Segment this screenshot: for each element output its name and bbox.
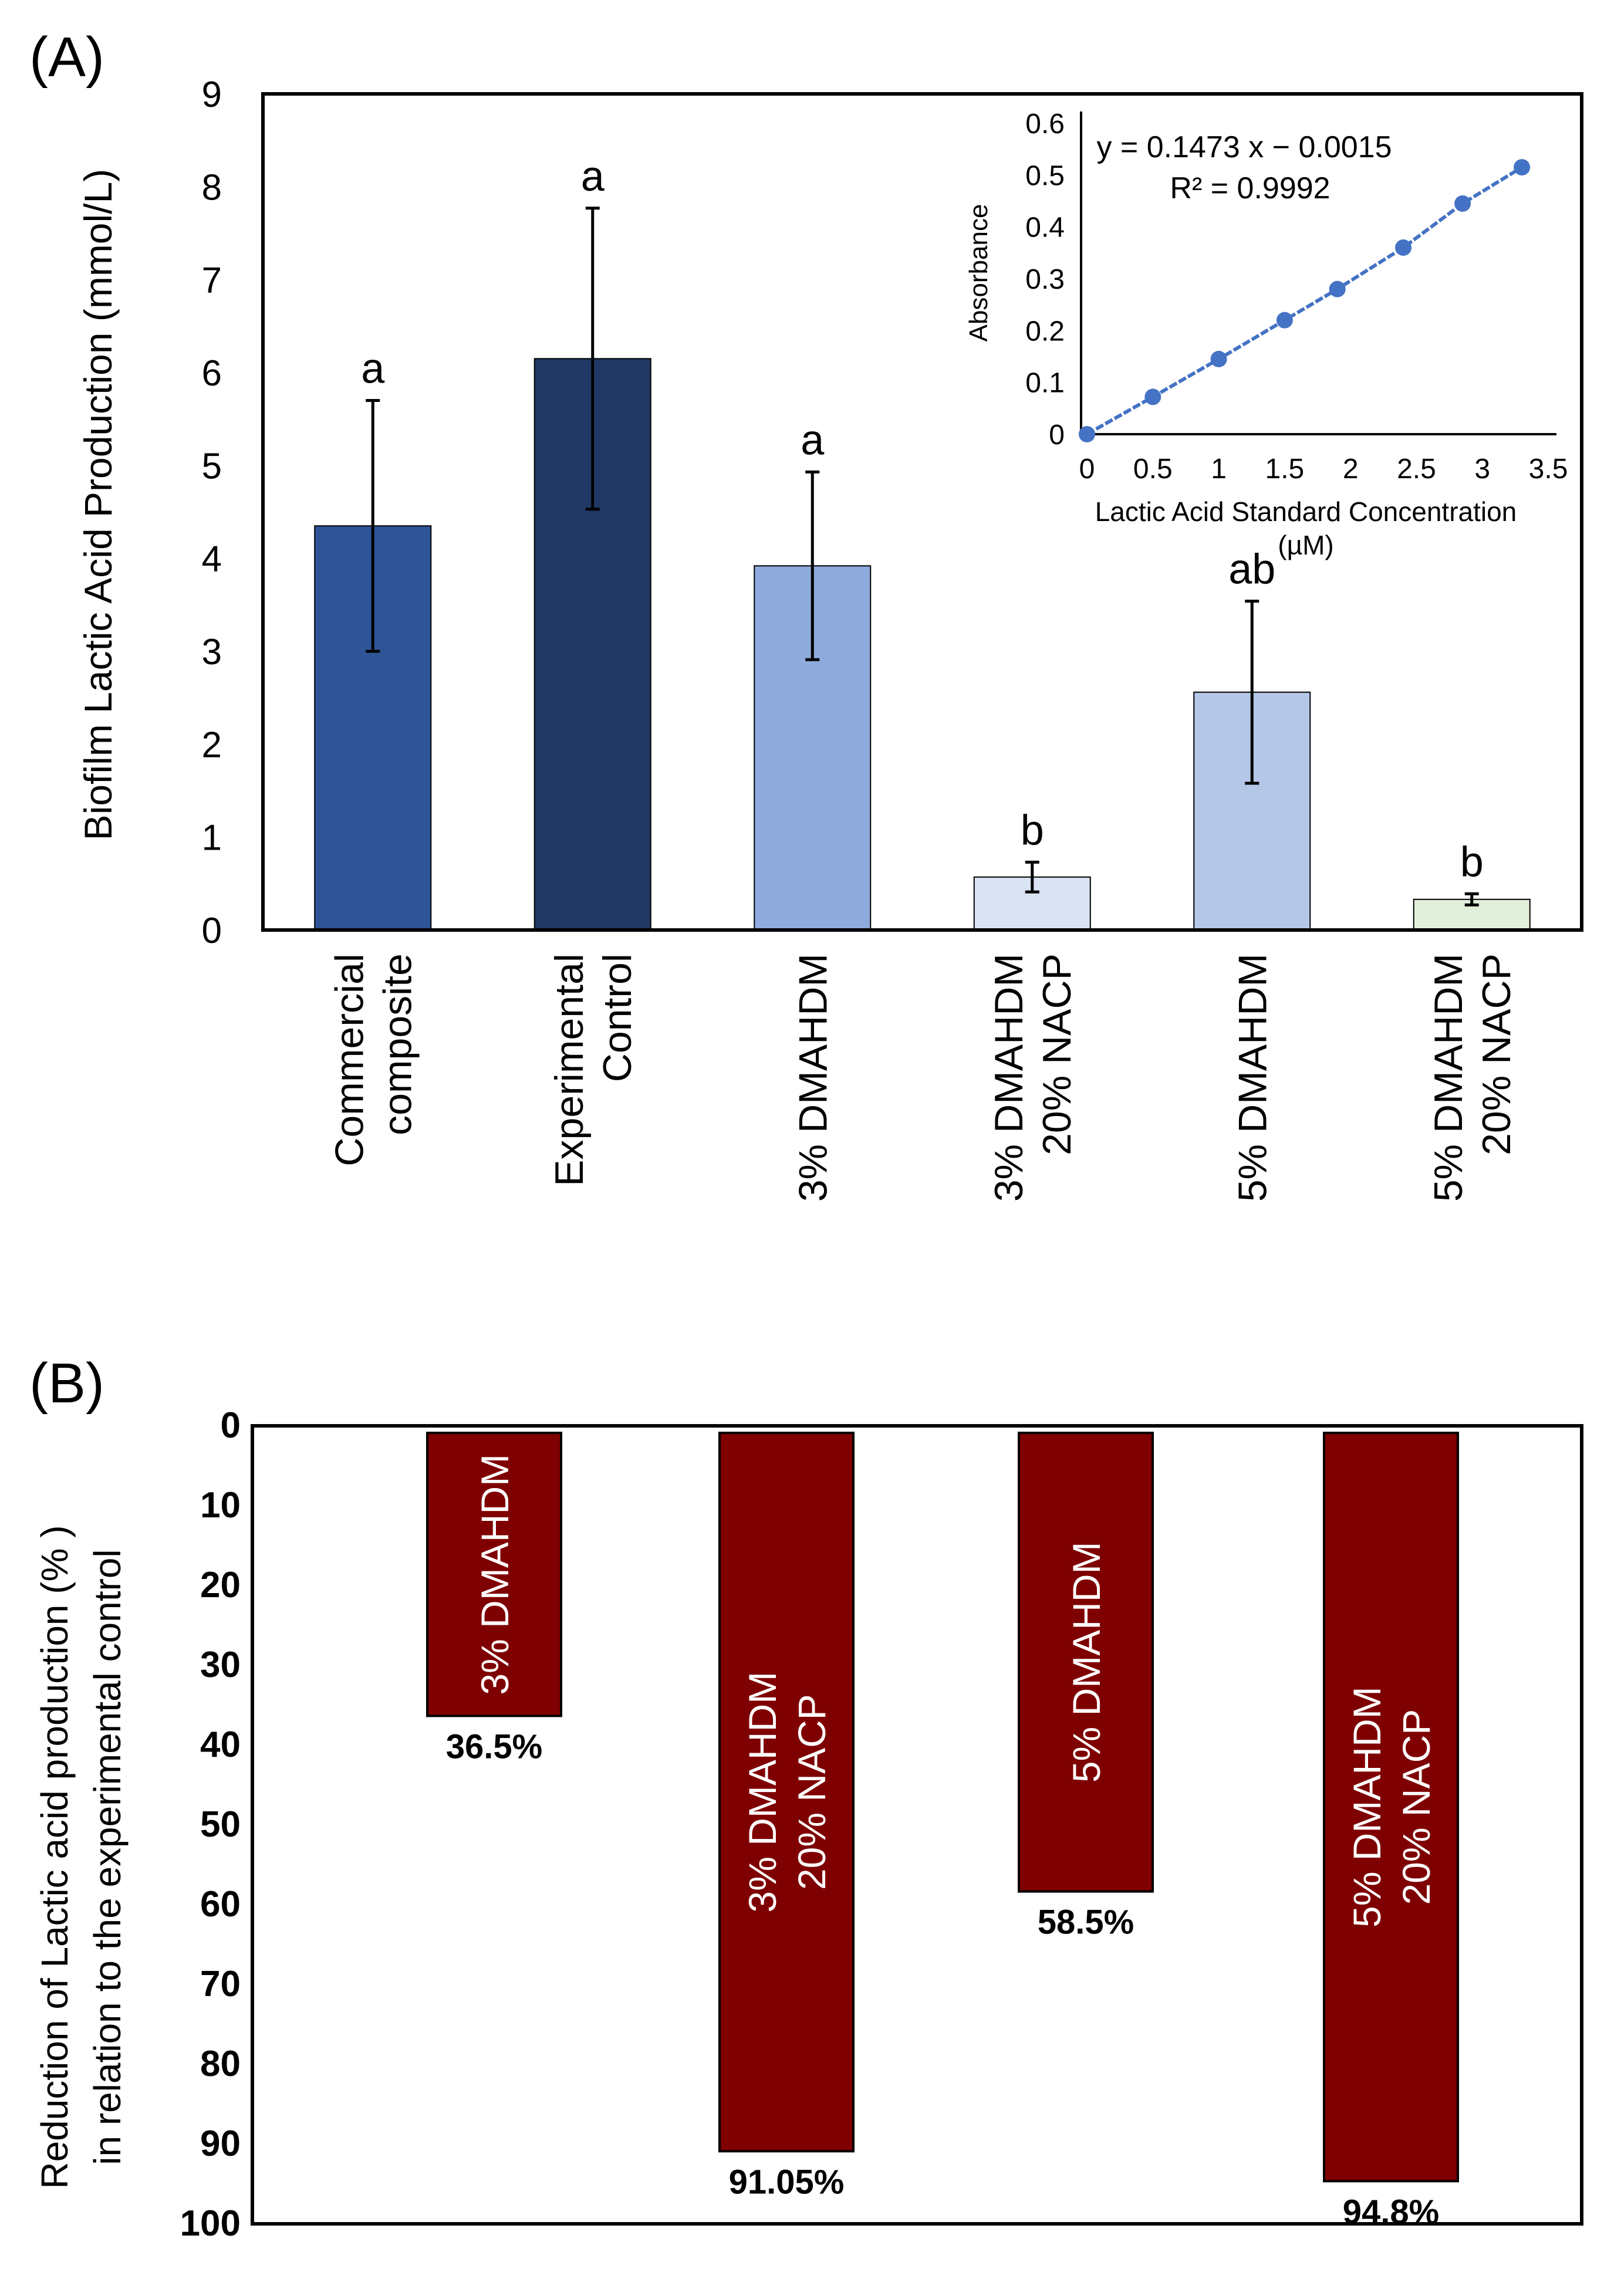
panel-b-y-tick-label: 20 (200, 1565, 241, 1605)
inset-x-tick-label: 0 (1079, 454, 1095, 485)
panel-b-y-tick-label: 0 (221, 1405, 241, 1446)
inset-y-tick-label: 0.4 (1025, 212, 1065, 244)
panel-b-y-tick-label: 70 (200, 1964, 241, 2004)
panel-b-bar-label: 3% DMAHDM (473, 1454, 516, 1695)
panel-b-bar-label: 3% DMAHDM (741, 1672, 784, 1913)
panel-a-y-tick-label: 1 (202, 818, 222, 858)
panel-b-y-axis-label-line1: Reduction of Lactic acid production (% ) (33, 1525, 76, 2189)
inset-data-point (1329, 280, 1346, 297)
inset-data-point (1454, 195, 1471, 212)
panel-a-y-tick-label: 9 (202, 75, 222, 115)
inset-ticks: 0 0.1 0.2 0.3 0.4 0.5 0.6 0 0.5 1 1.5 2 2.5 3 3.5 (1025, 109, 1568, 485)
inset-x-axis-label: Lactic Acid Standard Concentration (1095, 496, 1517, 527)
panel-b-bar-label: 5% DMAHDM (1345, 1686, 1389, 1928)
panel-a-y-tick-label: 4 (202, 539, 222, 580)
inset-x-tick-label: 3 (1474, 454, 1490, 485)
panel-b-bar (426, 1432, 562, 1717)
panel-b-y-tick-label: 100 (180, 2203, 241, 2244)
panel-b-y-tick-label: 60 (200, 1884, 241, 1925)
inset-data-point (1210, 350, 1227, 367)
panel-b-y-tick-label: 30 (200, 1645, 241, 1685)
panel-b-y-ticks: 0 10 20 30 40 50 60 70 80 90 100 (180, 1405, 241, 2244)
panel-b-bar-label: 5% DMAHDM (1065, 1541, 1108, 1783)
inset-x-tick-label: 2 (1343, 454, 1359, 485)
inset-y-tick-label: 0.1 (1025, 368, 1065, 399)
panel-a-plot-frame (261, 92, 1583, 932)
panel-b-y-tick-label: 90 (200, 2123, 241, 2164)
panel-b-plot-frame (251, 1424, 1583, 2226)
panel-b-value-label: 58.5% (1038, 1903, 1134, 1942)
inset-x-tick-label: 1 (1211, 454, 1227, 485)
panel-b-value-label: 36.5% (446, 1727, 542, 1766)
panel-a-category-labels: Commercial composite Experimental Control 3%… (327, 953, 1519, 1202)
panel-a-y-tick-label: 6 (202, 353, 222, 394)
inset-equation: y = 0.1473 x − 0.0015 (1096, 130, 1392, 164)
panel-a-significance-letter: ab (1228, 546, 1275, 593)
panel-a-category-label: 5% DMAHDM (1426, 953, 1471, 1202)
inset-y-axis-label: Absorbance (964, 204, 993, 342)
panel-a-category-label: 5% DMAHDM (1230, 953, 1275, 1202)
panel-a-label: (A) (29, 26, 104, 89)
inset-data-point (1144, 388, 1161, 405)
panel-b-y-axis-label-line2: in relation to the experimental control (86, 1549, 129, 2165)
panel-a-y-ticks: 0 1 2 3 4 5 6 7 8 9 (202, 75, 222, 951)
panel-a-y-tick-label: 2 (202, 725, 222, 765)
inset-x-axis-unit: (µM) (1278, 530, 1333, 560)
panel-a-significance-letter: a (801, 417, 825, 464)
inset-data-points (1079, 159, 1531, 442)
panel-b-label: (B) (29, 1352, 104, 1415)
panel-a-significance-letter: b (1460, 838, 1484, 885)
panel-a-category-label: 3% DMAHDM (791, 953, 835, 1202)
inset-data-point (1514, 159, 1531, 176)
panel-b-bar (718, 1432, 855, 2153)
panel-b-bar-label: 20% NACP (1394, 1709, 1438, 1905)
panel-b-y-tick-label: 40 (200, 1724, 241, 1765)
panel-a-category-label: 20% NACP (1035, 953, 1079, 1155)
panel-a-category-label: Control (595, 953, 640, 1082)
panel-a-y-tick-label: 5 (202, 446, 222, 486)
inset-data-point (1276, 312, 1293, 329)
inset-x-tick-label: 2.5 (1397, 454, 1436, 485)
inset-x-tick-label: 0.5 (1133, 454, 1173, 485)
inset-data-point (1079, 426, 1095, 442)
panel-a: (A) Biofilm Lactic Acid Production (mmol… (29, 26, 1583, 1202)
inset-data-point (1395, 239, 1412, 256)
panel-a-y-tick-label: 0 (202, 911, 222, 951)
panel-a-category-label: Commercial (327, 953, 372, 1166)
panel-b-bar (1018, 1432, 1154, 1893)
inset-r-squared: R² = 0.9992 (1170, 171, 1330, 205)
inset-calibration-chart: 0 0.1 0.2 0.3 0.4 0.5 0.6 0 0.5 1 1.5 2 2.5 3 3.5 y = … (964, 109, 1568, 560)
inset-y-tick-label: 0.5 (1025, 160, 1065, 191)
panel-a-category-label: Experimental (547, 953, 592, 1186)
panel-a-y-tick-label: 8 (202, 167, 222, 208)
panel-b-y-tick-label: 50 (200, 1804, 241, 1845)
panel-b-y-tick-label: 80 (200, 2044, 241, 2084)
panel-b: (B) Reduction of Lactic acid production … (29, 1352, 1583, 2244)
panel-a-y-tick-label: 7 (202, 261, 222, 301)
inset-y-tick-label: 0.2 (1025, 316, 1065, 347)
panel-a-significance-letter: a (581, 153, 605, 200)
panel-a-y-axis-label: Biofilm Lactic Acid Production (mmol/L) (76, 169, 120, 840)
panel-a-category-label: composite (375, 953, 420, 1135)
panel-a-category-label: 20% NACP (1474, 953, 1519, 1155)
inset-y-tick-label: 0 (1049, 420, 1065, 451)
panel-a-category-label: 3% DMAHDM (987, 953, 1031, 1202)
inset-x-tick-label: 1.5 (1265, 454, 1305, 485)
inset-y-tick-label: 0.6 (1025, 109, 1065, 140)
panel-a-significance-letter: a (361, 346, 385, 393)
inset-x-tick-label: 3.5 (1529, 454, 1568, 485)
panel-b-y-tick-label: 10 (200, 1485, 241, 1526)
panel-a-significance-letter: b (1021, 807, 1044, 854)
inset-background (1081, 111, 1556, 434)
inset-trendline (1086, 165, 1523, 436)
panel-b-value-label: 91.05% (729, 2163, 845, 2201)
inset-y-tick-label: 0.3 (1025, 264, 1065, 295)
panel-b-bar (1323, 1432, 1459, 2183)
panel-a-y-tick-label: 3 (202, 632, 222, 672)
panel-b-bar-label: 20% NACP (790, 1694, 833, 1890)
